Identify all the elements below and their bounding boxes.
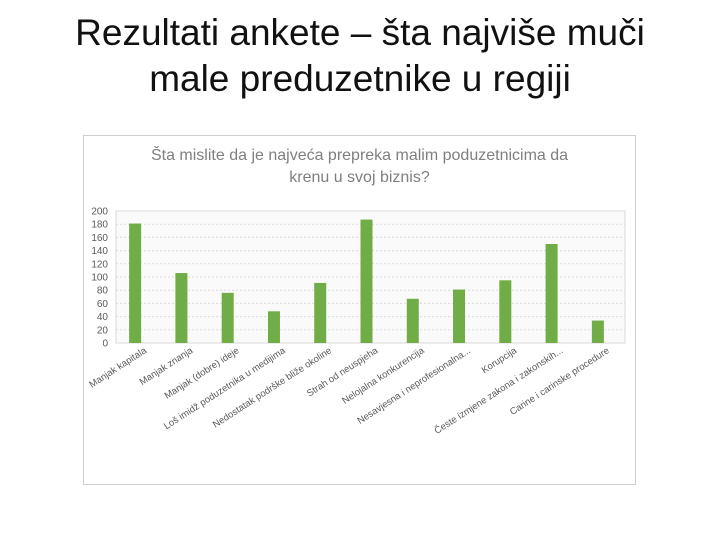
bar bbox=[453, 289, 466, 343]
y-tick-label: 40 bbox=[97, 312, 109, 323]
x-tick-label: Korupcija bbox=[480, 345, 520, 376]
y-tick-label: 180 bbox=[91, 220, 108, 231]
chart-title-line-1: Šta mislite da je najveća prepreka malim… bbox=[150, 147, 569, 164]
y-tick-label: 20 bbox=[97, 325, 109, 336]
y-tick-label: 160 bbox=[91, 233, 108, 244]
y-tick-label: 80 bbox=[97, 286, 109, 297]
bar bbox=[175, 273, 188, 343]
bar bbox=[267, 311, 280, 343]
chart-title: Šta mislite da je najveća prepreka malim… bbox=[83, 145, 636, 189]
bar bbox=[314, 282, 327, 343]
bar bbox=[545, 244, 558, 343]
bar bbox=[360, 219, 373, 343]
y-tick-label: 60 bbox=[97, 299, 109, 310]
slide-title: Rezultati ankete – šta najviše muči male… bbox=[0, 10, 720, 102]
y-tick-label: 200 bbox=[91, 207, 108, 218]
y-tick-label: 140 bbox=[91, 246, 108, 257]
bar bbox=[591, 320, 604, 343]
slide-title-line-2: male preduzetnike u regiji bbox=[149, 58, 571, 99]
bar bbox=[406, 298, 419, 343]
y-tick-label: 120 bbox=[91, 259, 108, 270]
bar bbox=[221, 292, 234, 343]
bar bbox=[129, 223, 142, 343]
y-tick-label: 100 bbox=[91, 273, 108, 284]
x-tick-label: Nelojalna konkurencija bbox=[340, 345, 427, 407]
slide-title-line-1: Rezultati ankete – šta najviše muči bbox=[75, 12, 645, 53]
y-tick-label: 0 bbox=[102, 339, 108, 350]
chart-title-line-2: krenu u svoj biznis? bbox=[289, 169, 430, 186]
bar bbox=[499, 280, 512, 343]
